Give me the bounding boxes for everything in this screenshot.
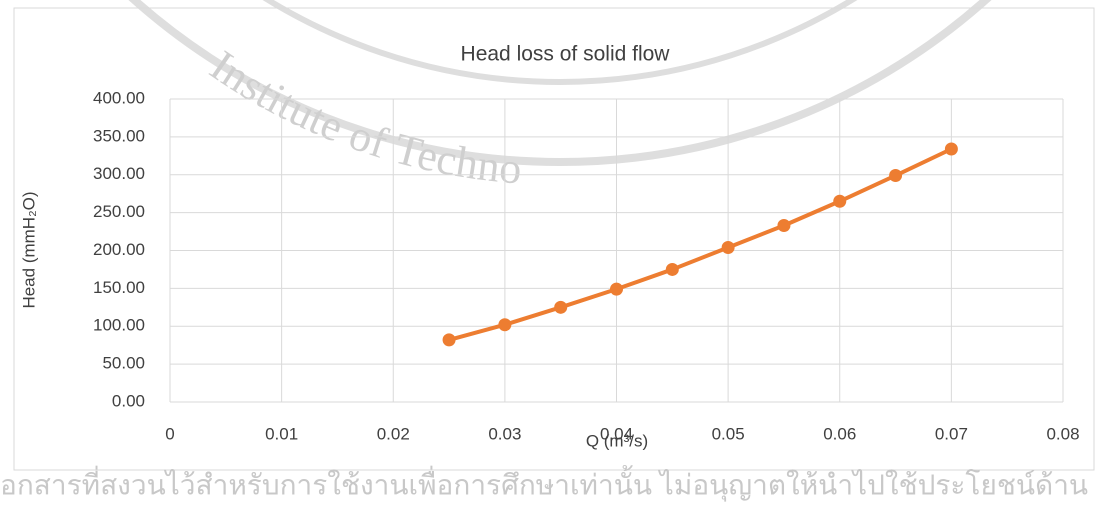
x-tick-label: 0.01 — [265, 424, 298, 443]
y-tick-label: 100.00 — [93, 316, 145, 335]
x-tick-label: 0.07 — [935, 424, 968, 443]
y-tick-label: 50.00 — [102, 354, 145, 373]
y-tick-label: 300.00 — [93, 164, 145, 183]
x-tick-label: 0.08 — [1046, 424, 1079, 443]
y-tick-label: 250.00 — [93, 202, 145, 221]
y-tick-label: 400.00 — [93, 88, 145, 107]
x-tick-label: 0.05 — [712, 424, 745, 443]
footer-text: อกสารที่สงวนไว้สำหรับการใช้งานเพื่อการศึ… — [0, 464, 1088, 502]
x-tick-label: 0.06 — [823, 424, 856, 443]
x-axis-label: Q (m³/s) — [586, 431, 648, 450]
data-point — [610, 282, 623, 296]
x-tick-label: 0.03 — [488, 424, 521, 443]
chart-frame — [13, 7, 1095, 471]
y-tick-label: 200.00 — [93, 240, 145, 259]
x-tick-label: 0.02 — [377, 424, 410, 443]
data-point — [442, 333, 456, 347]
data-point — [665, 262, 679, 276]
data-point — [944, 142, 958, 156]
y-axis-label: Head (mmH₂O) — [19, 191, 38, 308]
chart-title: Head loss of solid flow — [461, 43, 671, 66]
data-point — [833, 194, 847, 208]
y-tick-label: 350.00 — [93, 126, 145, 145]
series-line — [448, 147, 953, 342]
data-point — [498, 318, 512, 332]
data-point — [721, 240, 735, 254]
x-tick-label: 0 — [165, 424, 174, 443]
data-point — [889, 169, 903, 183]
watermark-ring — [262, 0, 858, 85]
y-tick-label: 0.00 — [112, 391, 145, 410]
x-tick-label: 0.04 — [600, 424, 633, 443]
data-point — [554, 300, 568, 314]
watermark-ring — [128, 0, 992, 166]
y-tick-label: 150.00 — [93, 278, 145, 297]
data-point — [777, 219, 791, 233]
